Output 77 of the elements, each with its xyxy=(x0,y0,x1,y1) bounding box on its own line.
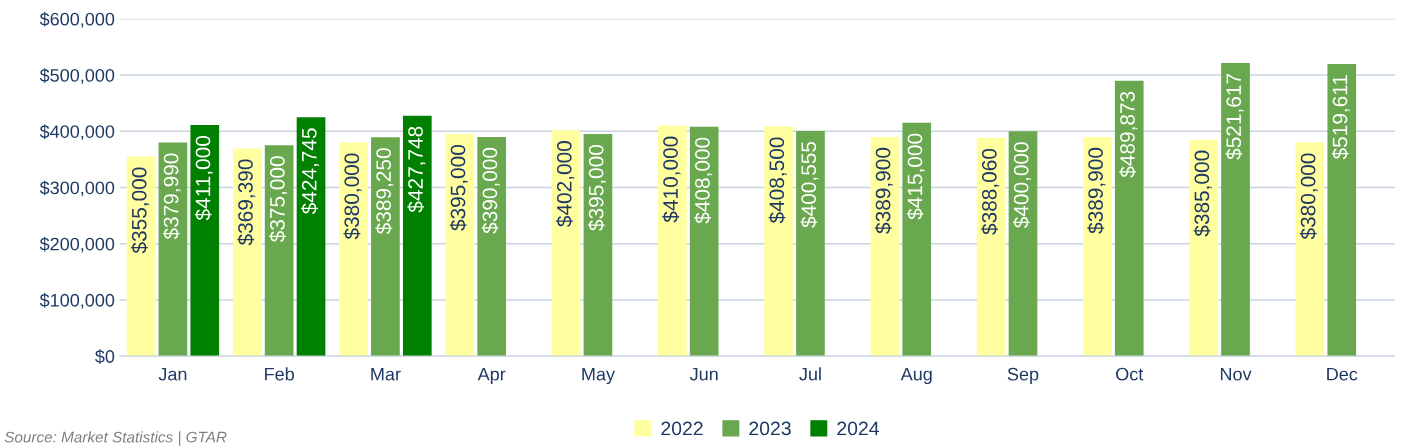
y-tick-label: $500,000 xyxy=(39,68,115,84)
data-label: $385,000 xyxy=(1193,150,1212,237)
data-label: $400,555 xyxy=(800,141,819,228)
y-tick-label: $0 xyxy=(95,349,115,364)
x-tick-label: Jun xyxy=(689,367,718,381)
data-label: $389,250 xyxy=(375,148,394,235)
x-tick-label: Mar xyxy=(371,367,401,381)
data-label: $380,000 xyxy=(1299,153,1318,240)
bar xyxy=(1189,139,1218,357)
source-note: Source: Market Statistics | GTAR xyxy=(4,431,227,446)
legend-label: 2022 xyxy=(661,421,703,436)
data-label: $388,060 xyxy=(981,148,1000,235)
x-tick-label: Jan xyxy=(158,367,187,381)
y-tick-label: $400,000 xyxy=(39,124,115,141)
bar xyxy=(339,142,368,357)
bar xyxy=(1008,131,1038,357)
data-label: $395,000 xyxy=(587,145,606,231)
x-tick-label: Dec xyxy=(1327,367,1358,381)
bar xyxy=(190,125,220,357)
x-tick-label: Oct xyxy=(1116,367,1144,381)
data-label: $380,000 xyxy=(343,153,362,240)
x-tick-label: Aug xyxy=(900,367,932,385)
bar xyxy=(126,156,156,357)
bar xyxy=(158,142,188,357)
data-label: $424,745 xyxy=(301,128,320,215)
bar xyxy=(870,136,900,357)
data-label: $355,000 xyxy=(130,167,150,254)
y-tick-label: $200,000 xyxy=(39,236,115,253)
bar xyxy=(551,130,581,357)
bar xyxy=(402,115,432,357)
bar xyxy=(1083,136,1112,357)
x-tick-label: Sep xyxy=(1007,367,1039,385)
data-label: $408,500 xyxy=(768,137,787,224)
bar xyxy=(657,125,687,357)
x-tick-label: May xyxy=(582,367,615,385)
y-tick-label: $600,000 xyxy=(39,11,115,28)
data-label: $411,000 xyxy=(194,136,213,221)
data-label: $489,873 xyxy=(1119,91,1138,178)
data-label: $415,000 xyxy=(906,133,925,220)
bar xyxy=(264,145,294,357)
data-label: $521,617 xyxy=(1225,74,1244,160)
x-tick-label: Apr xyxy=(477,367,506,385)
bar xyxy=(1221,62,1250,357)
y-tick-label: $100,000 xyxy=(39,293,115,309)
bar xyxy=(1327,64,1357,357)
data-label: $519,611 xyxy=(1331,75,1350,160)
data-label: $400,000 xyxy=(1012,142,1032,229)
data-label: $379,990 xyxy=(162,153,181,240)
y-tick-label: $300,000 xyxy=(39,180,115,197)
bar xyxy=(902,122,932,357)
data-label: $408,000 xyxy=(694,137,713,224)
data-label: $395,000 xyxy=(449,145,468,231)
bar xyxy=(976,137,1006,357)
data-label: $402,000 xyxy=(556,141,575,227)
legend-label: 2023 xyxy=(749,421,791,436)
bar xyxy=(796,130,825,357)
bar xyxy=(764,126,793,357)
data-label: $389,900 xyxy=(874,147,893,234)
data-label: $375,000 xyxy=(269,156,288,243)
x-tick-label: Feb xyxy=(265,367,294,381)
data-label: $390,000 xyxy=(481,147,500,234)
data-label: $410,000 xyxy=(662,136,681,223)
bar xyxy=(371,137,400,357)
data-label: $369,390 xyxy=(237,159,256,246)
bar xyxy=(1114,80,1144,357)
data-label: $427,748 xyxy=(407,126,426,213)
bar xyxy=(689,126,719,357)
x-tick-label: Jul xyxy=(799,367,821,381)
bar xyxy=(296,117,326,357)
bar xyxy=(1295,142,1325,357)
bar xyxy=(583,134,613,357)
bar xyxy=(477,136,507,357)
x-tick-label: Nov xyxy=(1220,367,1252,381)
legend-label: 2024 xyxy=(837,421,880,436)
bar xyxy=(445,134,475,357)
bar xyxy=(232,148,262,357)
data-label: $389,900 xyxy=(1087,147,1106,234)
